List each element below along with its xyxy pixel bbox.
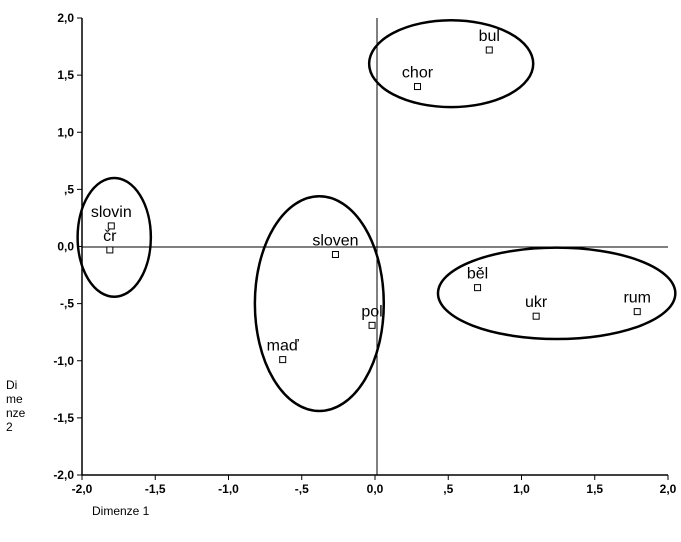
x-tick-label: -1,5 [145,482,166,496]
cluster-ellipse [76,176,153,299]
y-tick-label: -1,0 [53,354,74,368]
x-tick-label: -2,0 [72,482,93,496]
data-point-rum [633,308,641,316]
x-tick-label: 2,0 [660,482,677,496]
y-tick-label: -,5 [60,297,74,311]
x-tick-label: ,5 [443,482,453,496]
data-point-ukr [532,312,540,320]
point-label-bul: bul [479,28,500,45]
y-tick-label: -1,5 [53,411,74,425]
data-point-maď [279,356,287,364]
point-label-běl: běl [467,266,488,283]
x-axis-label: Dimenze 1 [92,504,150,518]
cluster-ellipse [367,19,535,109]
point-label-pol: pol [361,303,382,320]
x-tick-label: 1,0 [513,482,530,496]
cluster-ellipse [253,194,386,413]
cluster-ellipse [436,246,677,341]
x-tick-label: -,5 [295,482,309,496]
y-tick-label: 1,5 [57,68,74,82]
point-label-čr: čr [103,228,117,245]
x-tick-label: 0,0 [367,482,384,496]
y-tick-label: ,5 [64,182,74,196]
point-label-ukr: ukr [525,294,548,311]
point-label-sloven: sloven [312,232,358,249]
data-point-chor [413,83,421,91]
data-point-pol [368,321,376,329]
y-axis-label: Di me nze 2 [6,378,26,434]
point-label-slovin: slovin [91,204,132,221]
data-point-sloven [331,250,339,258]
point-label-chor: chor [402,65,434,82]
x-tick-label: 1,5 [586,482,603,496]
point-label-rum: rum [623,290,651,307]
data-point-slovin [107,222,115,230]
y-tick-label: -2,0 [53,468,74,482]
data-point-běl [474,284,482,292]
y-tick-label: 1,0 [57,125,74,139]
data-point-čr [106,246,114,254]
x-tick-label: -1,0 [218,482,239,496]
y-tick-label: 0,0 [57,240,74,254]
point-label-maď: maď [267,338,299,355]
y-tick-label: 2,0 [57,11,74,25]
data-point-bul [485,46,493,54]
